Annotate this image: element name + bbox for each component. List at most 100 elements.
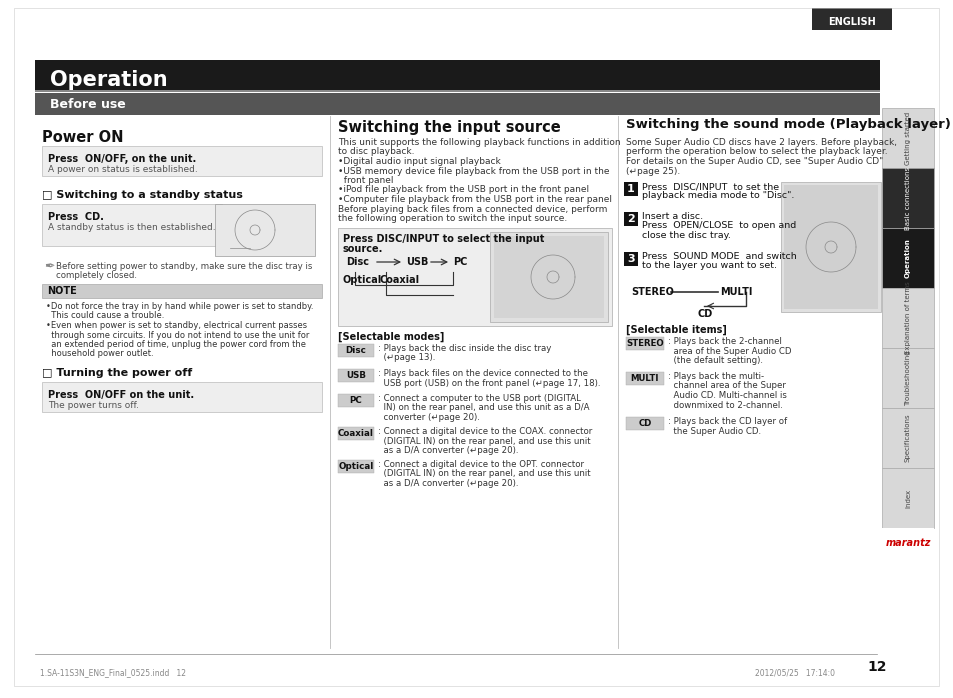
Text: the following operation to switch the input source.: the following operation to switch the in… (337, 214, 567, 223)
Bar (882, 168, 933, 228)
Bar (623, 182, 638, 196)
Text: playback media mode to "Disc".: playback media mode to "Disc". (641, 191, 794, 200)
Text: : Plays back the 2-channel: : Plays back the 2-channel (667, 337, 781, 346)
Text: (DIGITAL IN) on the rear panel, and use this unit: (DIGITAL IN) on the rear panel, and use … (377, 470, 590, 479)
Bar (337, 369, 374, 382)
Bar (35, 90, 879, 91)
Bar (882, 288, 933, 348)
Text: 2012/05/25   17:14:0: 2012/05/25 17:14:0 (754, 668, 834, 677)
Text: Press  OPEN/CLOSE  to open and: Press OPEN/CLOSE to open and (641, 221, 796, 230)
Bar (882, 528, 933, 558)
Bar (337, 228, 612, 326)
Text: an extended period of time, unplug the power cord from the: an extended period of time, unplug the p… (46, 340, 306, 349)
Text: source.: source. (343, 244, 383, 254)
Text: •iPod file playback from the USB port in the front panel: •iPod file playback from the USB port in… (337, 186, 589, 195)
Bar (337, 394, 374, 407)
Text: : Connect a digital device to the COAX. connector: : Connect a digital device to the COAX. … (377, 427, 592, 436)
Bar (882, 108, 933, 168)
Text: Press  SOUND MODE  and switch: Press SOUND MODE and switch (641, 252, 796, 261)
Text: Operation: Operation (50, 70, 168, 90)
Text: (↵page 13).: (↵page 13). (377, 353, 435, 362)
Bar (882, 408, 933, 468)
Bar (337, 344, 374, 357)
Text: •USB memory device file playback from the USB port in the: •USB memory device file playback from th… (337, 167, 609, 175)
Text: Power ON: Power ON (42, 130, 123, 145)
Text: to disc playback.: to disc playback. (337, 147, 414, 156)
Text: Getting started: Getting started (904, 112, 910, 165)
Text: Specifications: Specifications (904, 414, 910, 462)
Bar (882, 468, 933, 528)
Text: completely closed.: completely closed. (56, 271, 137, 280)
Text: Coaxial: Coaxial (379, 275, 419, 285)
Text: •Computer file playback from the USB port in the rear panel: •Computer file playback from the USB por… (337, 195, 612, 204)
Text: NOTE: NOTE (47, 286, 76, 296)
Text: For details on the Super Audio CD, see "Super Audio CD": For details on the Super Audio CD, see "… (625, 157, 882, 166)
Text: CD: CD (638, 419, 651, 428)
Bar (623, 212, 638, 226)
Text: Optical: Optical (343, 275, 382, 285)
Text: the Super Audio CD.: the Super Audio CD. (667, 426, 760, 436)
Text: USB port (USB) on the front panel (↵page 17, 18).: USB port (USB) on the front panel (↵page… (377, 378, 599, 387)
Text: Disc: Disc (346, 257, 369, 267)
Text: Some Super Audio CD discs have 2 layers. Before playback,: Some Super Audio CD discs have 2 layers.… (625, 138, 896, 147)
Text: [Selectable items]: [Selectable items] (625, 325, 726, 335)
Text: Press  DISC/INPUT  to set the: Press DISC/INPUT to set the (641, 182, 779, 191)
Text: Index: Index (904, 489, 910, 507)
Text: (↵page 25).: (↵page 25). (625, 167, 679, 175)
Text: 12: 12 (866, 660, 886, 674)
Text: Operation: Operation (904, 238, 910, 278)
Bar (625, 372, 663, 385)
Text: □ Turning the power off: □ Turning the power off (42, 368, 193, 378)
Text: The power turns off.: The power turns off. (48, 401, 139, 410)
Text: Audio CD. Multi-channel is: Audio CD. Multi-channel is (667, 391, 786, 400)
Bar (882, 348, 933, 408)
Bar (625, 417, 663, 430)
Text: close the disc tray.: close the disc tray. (641, 231, 730, 240)
Text: STEREO: STEREO (630, 287, 673, 297)
Text: 2: 2 (626, 214, 634, 224)
Text: area of the Super Audio CD: area of the Super Audio CD (667, 346, 791, 355)
Text: ENGLISH: ENGLISH (827, 17, 875, 27)
Text: Press  ON/OFF, on the unit.: Press ON/OFF, on the unit. (48, 154, 196, 164)
Text: channel area of the Super: channel area of the Super (667, 382, 785, 390)
Text: (DIGITAL IN) on the rear panel, and use this unit: (DIGITAL IN) on the rear panel, and use … (377, 436, 590, 445)
Bar (214, 204, 314, 256)
Text: A power on status is established.: A power on status is established. (48, 165, 197, 174)
Text: household power outlet.: household power outlet. (46, 350, 153, 359)
Text: to the layer you want to set.: to the layer you want to set. (641, 262, 776, 271)
Bar (337, 460, 374, 473)
Bar (337, 427, 374, 440)
Text: converter (↵page 20).: converter (↵page 20). (377, 413, 479, 422)
Text: A standby status is then established.: A standby status is then established. (48, 223, 215, 232)
Text: Insert a disc.: Insert a disc. (641, 212, 702, 221)
Text: 1.SA-11S3N_ENG_Final_0525.indd   12: 1.SA-11S3N_ENG_Final_0525.indd 12 (40, 668, 186, 677)
Text: This could cause a trouble.: This could cause a trouble. (46, 311, 164, 320)
Text: as a D/A converter (↵page 20).: as a D/A converter (↵page 20). (377, 446, 518, 455)
Text: front panel: front panel (337, 176, 393, 185)
Text: 1: 1 (626, 184, 634, 194)
Bar (625, 337, 663, 350)
Text: Press  CD.: Press CD. (48, 212, 104, 222)
Text: •Even when power is set to standby, electrical current passes: •Even when power is set to standby, elec… (46, 321, 307, 330)
Text: □ Switching to a standby status: □ Switching to a standby status (42, 190, 243, 200)
Text: through some circuits. If you do not intend to use the unit for: through some circuits. If you do not int… (46, 330, 309, 339)
Text: Optical: Optical (338, 462, 374, 471)
Text: CD: CD (698, 309, 713, 319)
Text: Before use: Before use (50, 98, 126, 112)
Text: USB: USB (406, 257, 428, 267)
Text: Press  ON/OFF on the unit.: Press ON/OFF on the unit. (48, 390, 193, 400)
Text: PC: PC (453, 257, 467, 267)
Bar (35, 93, 879, 115)
Text: MULTI: MULTI (630, 374, 659, 383)
Text: Switching the sound mode (Playback layer): Switching the sound mode (Playback layer… (625, 118, 950, 131)
Text: Explanation of terms: Explanation of terms (904, 281, 910, 355)
Text: : Connect a digital device to the OPT. connector: : Connect a digital device to the OPT. c… (377, 460, 583, 469)
Text: •Do not force the tray in by hand while power is set to standby.: •Do not force the tray in by hand while … (46, 302, 314, 311)
Bar (783, 185, 877, 309)
Bar (781, 182, 880, 312)
Bar (35, 60, 879, 90)
Text: Switching the input source: Switching the input source (337, 120, 560, 135)
Text: USB: USB (346, 371, 366, 380)
Text: 3: 3 (626, 254, 634, 264)
Text: (the default setting).: (the default setting). (667, 356, 762, 365)
